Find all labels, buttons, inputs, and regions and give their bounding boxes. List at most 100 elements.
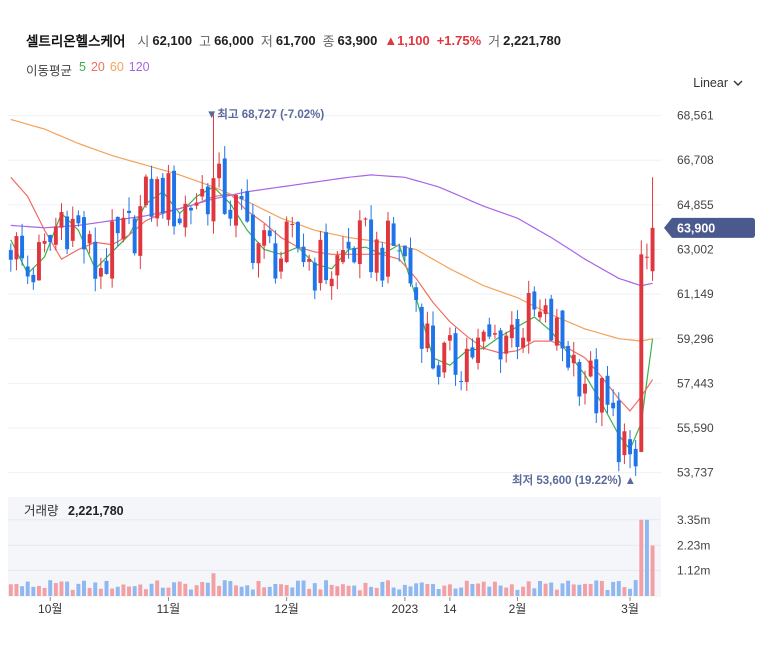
- volume-bar: [583, 583, 587, 596]
- volume-bar: [127, 586, 132, 596]
- candle-body: [98, 268, 103, 277]
- volume-bar: [588, 583, 593, 596]
- candle-body: [425, 323, 430, 349]
- volume-bar: [256, 580, 261, 596]
- candle-body: [352, 248, 357, 263]
- ma-line-ma60: [10, 118, 653, 342]
- candle-body: [256, 243, 261, 264]
- volume-bar: [98, 588, 103, 596]
- open-label: 시: [137, 33, 150, 49]
- candle-body: [82, 217, 86, 250]
- candle-body: [402, 245, 407, 257]
- volume-bar: [386, 580, 390, 596]
- volume-bar: [194, 585, 199, 596]
- candle-body: [65, 216, 70, 250]
- candle-body: [464, 348, 469, 383]
- volume-bar: [425, 583, 430, 596]
- scale-label: Linear: [693, 76, 728, 90]
- volume-value: 2,221,780: [503, 32, 561, 48]
- volume-bar: [402, 584, 407, 596]
- close-value: 63,900: [337, 32, 378, 48]
- volume-bar: [31, 586, 36, 596]
- volume-bars: [8, 519, 655, 596]
- candle-body: [188, 207, 193, 211]
- volume-bar: [8, 584, 13, 596]
- candle-body: [537, 311, 542, 318]
- candle-body: [549, 298, 554, 341]
- candle-body: [644, 256, 649, 258]
- candle-body: [239, 196, 244, 200]
- volume-bar: [273, 583, 278, 596]
- volume-bar: [48, 580, 53, 596]
- volume-bar: [188, 589, 193, 596]
- volume-bar: [59, 581, 64, 596]
- volume-bar: [616, 581, 621, 596]
- volume-bar: [14, 584, 19, 596]
- y-tick-label: 61,149: [677, 287, 714, 301]
- candle-body: [560, 310, 565, 349]
- volume-bar: [290, 587, 295, 596]
- candle-body: [431, 325, 435, 369]
- candle-body: [245, 191, 250, 222]
- volume-grid: [8, 519, 661, 572]
- candle-body: [594, 359, 599, 414]
- volume-bar: [397, 589, 402, 596]
- ma-60-toggle[interactable]: 60: [109, 60, 124, 74]
- candle-body: [273, 243, 278, 279]
- current-price-tag: 63,900: [664, 217, 755, 238]
- volume-bar: [414, 583, 419, 596]
- candle-body: [48, 235, 53, 243]
- volume-bar: [307, 588, 312, 596]
- volume-bar: [318, 589, 323, 596]
- volume-bar: [526, 581, 531, 596]
- volume-bar: [160, 587, 165, 596]
- candle-body: [622, 431, 627, 456]
- candle-body: [200, 188, 205, 197]
- volume-bar: [633, 580, 638, 596]
- candle-body: [324, 232, 329, 281]
- low-annotation: 최저 53,600 (19.22%) ▲: [512, 473, 636, 487]
- volume-bar: [521, 586, 526, 596]
- candle-body: [166, 173, 171, 220]
- candle-body: [329, 278, 334, 287]
- candle-body: [132, 218, 137, 254]
- ma-5-toggle[interactable]: 5: [79, 60, 86, 74]
- scale-dropdown[interactable]: Linear: [693, 76, 743, 90]
- candle-body: [369, 219, 374, 273]
- candle-body: [633, 448, 638, 467]
- volume-bar: [65, 581, 70, 596]
- volume-bar: [644, 519, 649, 596]
- ma-120-toggle[interactable]: 120: [128, 60, 150, 74]
- candle-body: [605, 375, 610, 405]
- volume-bar: [476, 583, 481, 596]
- volume-axis: 3.35m 2.23m 1.12m: [677, 513, 710, 578]
- volume-bar: [453, 588, 458, 596]
- y-tick-label: 66,708: [677, 153, 714, 167]
- moving-average-legend: 이동평균 5 20 60 120: [26, 60, 150, 79]
- volume-bar: [93, 582, 98, 596]
- stock-header: 셀트리온헬스케어 시 62,100 고 66,000 저 61,700 종 63…: [26, 30, 568, 50]
- grid-lines: [8, 115, 661, 474]
- high-label: 고: [199, 33, 212, 49]
- volume-bar: [183, 583, 188, 596]
- low-value: 61,700: [275, 32, 316, 48]
- volume-bar: [459, 587, 464, 596]
- volume-bar: [380, 581, 385, 596]
- candle-body: [380, 247, 385, 281]
- y-tick-label: 53,737: [677, 466, 714, 480]
- low-annotation-text: 최저 53,600 (19.22%) ▲: [512, 473, 636, 487]
- candle-body: [121, 217, 126, 239]
- date-axis: 10월 11월 12월 2023 14 2월 3월: [38, 597, 639, 616]
- candle-body: [222, 158, 227, 214]
- volume-bar: [36, 585, 41, 596]
- candle-body: [436, 365, 441, 377]
- volume-tick-label: 1.12m: [677, 564, 710, 578]
- volume-bar: [611, 581, 616, 596]
- ma-20-toggle[interactable]: 20: [90, 60, 105, 74]
- chevron-down-icon: [733, 80, 743, 87]
- volume-bar: [324, 580, 329, 596]
- candle-body: [639, 254, 644, 452]
- volume-bar: [267, 586, 272, 596]
- candle-body: [599, 378, 604, 413]
